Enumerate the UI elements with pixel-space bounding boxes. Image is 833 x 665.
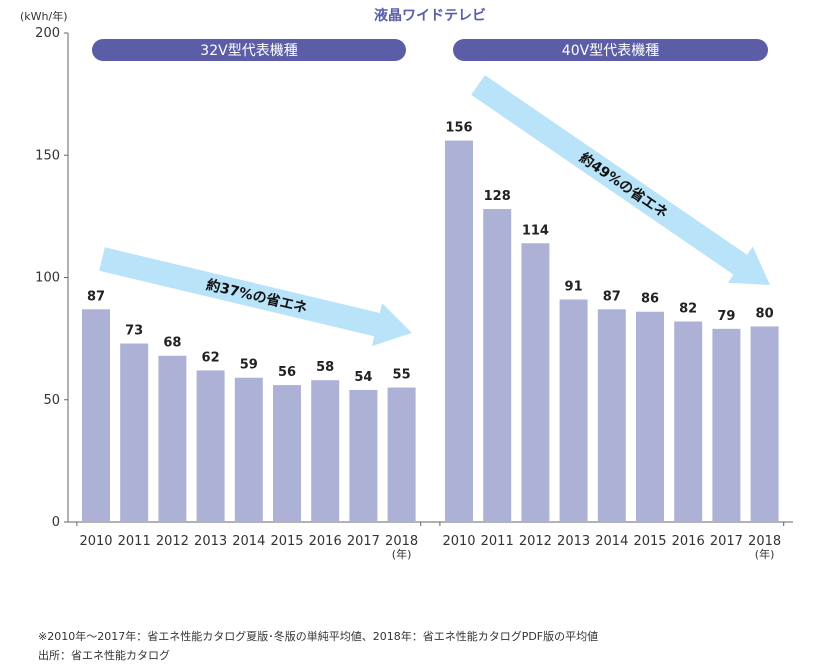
x-tick-label: 2013 — [557, 534, 590, 549]
bar — [234, 377, 263, 522]
bar — [636, 311, 664, 522]
data-label: 80 — [756, 306, 774, 321]
data-label: 91 — [565, 280, 583, 295]
chart-title: 液晶ワイドテレビ — [374, 7, 486, 24]
data-label: 79 — [717, 309, 735, 324]
data-label: 58 — [316, 360, 334, 375]
bar — [120, 343, 149, 522]
data-label: 55 — [393, 368, 411, 383]
source-note: 出所：省エネ性能カタログ — [38, 649, 170, 662]
bar — [597, 309, 626, 522]
bar — [273, 385, 301, 522]
x-tick-label: 2011 — [118, 534, 151, 549]
bar-chart: 液晶ワイドテレビ (kWh/年) 0 50 100 150 200 32V型代表機種 87… — [20, 7, 793, 561]
x-tick-label: 2012 — [156, 534, 189, 549]
bar — [521, 243, 550, 522]
data-label: 62 — [202, 350, 220, 365]
data-label: 68 — [163, 336, 181, 351]
group-name: 32V型代表機種 — [200, 43, 297, 59]
x-tick-label: 2014 — [232, 534, 265, 549]
data-label: 128 — [484, 189, 511, 204]
trend-arrow — [471, 75, 770, 285]
data-label: 82 — [679, 302, 697, 317]
y-tick-label: 100 — [35, 271, 60, 286]
bar — [750, 326, 779, 522]
data-label: 87 — [87, 289, 105, 304]
x-tick-label: 2011 — [481, 534, 514, 549]
bar — [387, 387, 416, 522]
x-tick-label: 2016 — [672, 534, 705, 549]
x-tick-label: 2015 — [270, 534, 303, 549]
data-label: 86 — [641, 292, 659, 307]
bar — [158, 355, 187, 522]
x-tick-label: 2016 — [309, 534, 342, 549]
y-tick-label: 200 — [35, 26, 60, 41]
axes: 0 50 100 150 200 — [35, 26, 793, 530]
x-axis-year-suffix: (年) — [392, 547, 412, 561]
bars — [82, 140, 779, 523]
arrow-annotation: 約49%の省エネ — [576, 149, 671, 222]
bar — [82, 309, 110, 522]
y-tick-label: 50 — [43, 393, 60, 408]
bar — [196, 370, 225, 522]
x-tick-label: 2018 — [385, 534, 418, 549]
bar — [311, 380, 340, 522]
x-tick-label: 2018 — [748, 534, 781, 549]
y-tick-label: 0 — [52, 515, 60, 530]
bar — [712, 328, 741, 522]
x-tick-label: 2015 — [633, 534, 666, 549]
x-tick-label: 2012 — [519, 534, 552, 549]
bar — [445, 140, 473, 522]
x-tick-label: 2010 — [79, 534, 112, 549]
group-pill — [453, 39, 768, 61]
arrows — [99, 75, 770, 346]
bar — [674, 321, 703, 522]
x-tick-label: 2013 — [194, 534, 227, 549]
data-label: 156 — [445, 121, 472, 136]
data-label: 87 — [603, 289, 621, 304]
y-tick-label: 150 — [35, 148, 60, 163]
bar — [349, 389, 378, 522]
x-tick-label: 2010 — [442, 534, 475, 549]
bar — [559, 299, 588, 522]
bar — [483, 209, 512, 523]
x-tick-label: 2017 — [710, 534, 743, 549]
data-label: 59 — [240, 358, 258, 373]
trend-arrow — [99, 247, 412, 346]
x-tick-label: 2017 — [347, 534, 380, 549]
footnote: ※2010年〜2017年：省エネ性能カタログ夏版･冬版の単純平均値、2018年：… — [38, 630, 599, 643]
data-label: 56 — [278, 365, 296, 380]
group-pill — [92, 39, 406, 61]
y-axis-unit: (kWh/年) — [20, 9, 68, 23]
x-tick-label: 2014 — [595, 534, 628, 549]
x-axis-year-suffix: (年) — [755, 547, 775, 561]
data-label: 54 — [354, 370, 372, 385]
data-label: 114 — [522, 223, 549, 238]
data-label: 73 — [125, 324, 143, 339]
group-name: 40V型代表機種 — [562, 43, 659, 59]
